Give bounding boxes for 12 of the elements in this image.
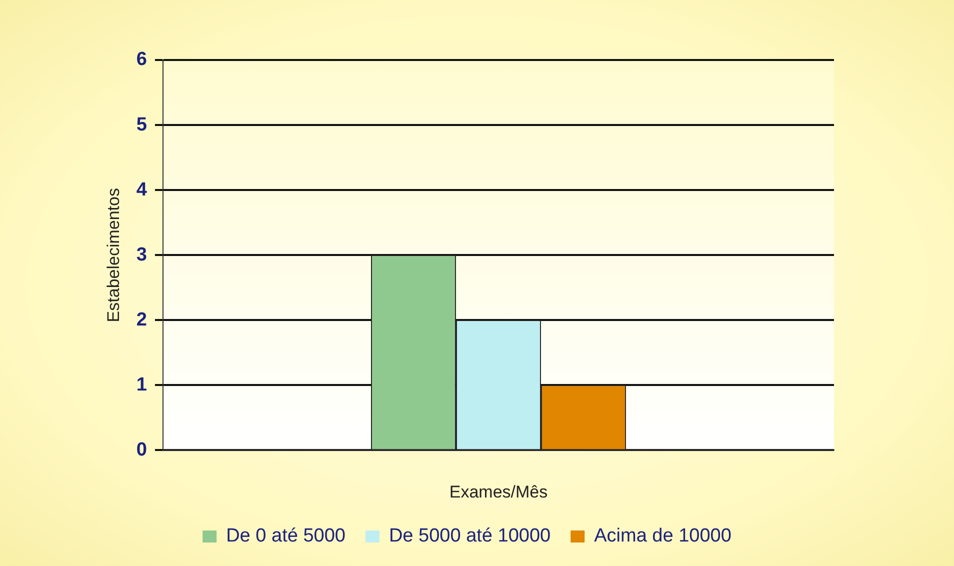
y-tick-label: 4 bbox=[136, 179, 148, 200]
y-tick-label: 5 bbox=[136, 114, 148, 136]
y-tick-label: 6 bbox=[136, 49, 147, 70]
y-tick-label: 3 bbox=[136, 244, 147, 266]
y-tick-label: 1 bbox=[136, 374, 148, 396]
legend-label: Acima de 10000 bbox=[594, 526, 732, 547]
y-axis-title: Estabelecimentos bbox=[104, 188, 123, 322]
legend-label: De 5000 até 10000 bbox=[388, 526, 551, 547]
legend-label: De 0 até 5000 bbox=[226, 526, 346, 547]
y-tick-label: 0 bbox=[136, 439, 147, 460]
y-tick-label: 2 bbox=[136, 309, 147, 330]
x-axis-title: Exames/Mês bbox=[449, 482, 548, 502]
